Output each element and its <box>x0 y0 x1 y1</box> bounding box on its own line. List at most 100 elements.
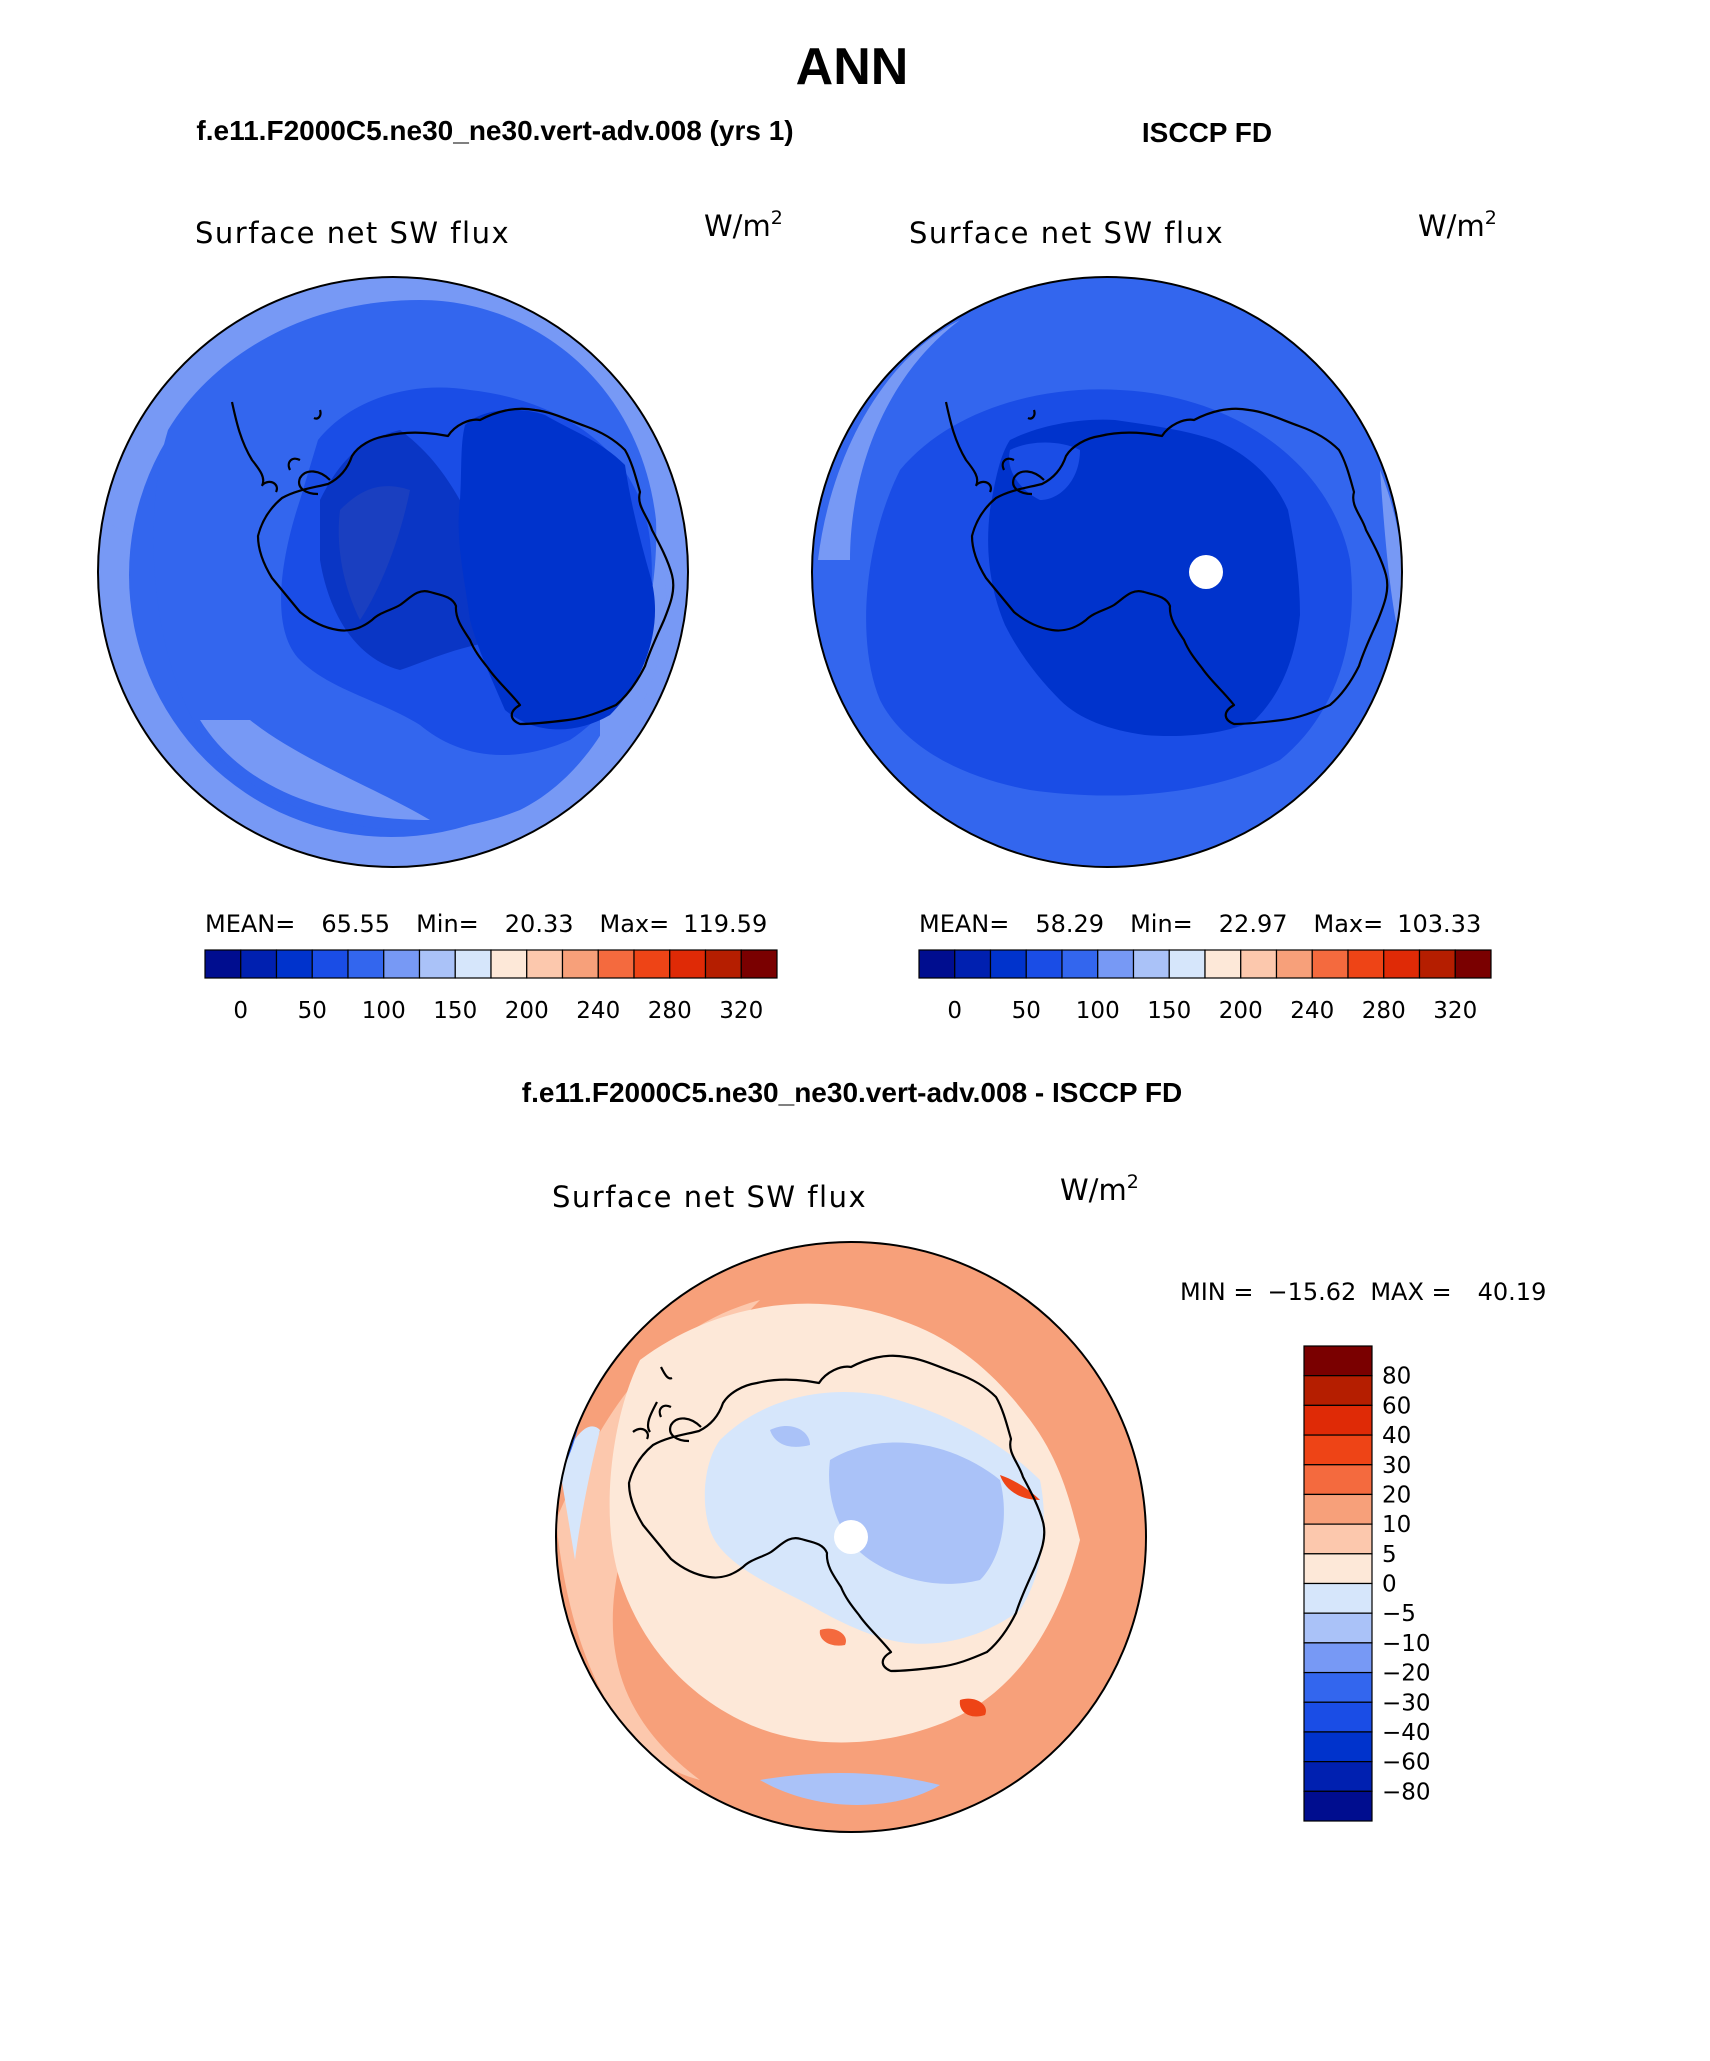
obs-colorbar-swatch <box>1240 949 1278 979</box>
difference-colorbar-swatch <box>1303 1642 1373 1674</box>
obs-colorbar-swatch <box>1383 949 1421 979</box>
obs-colorbar-tick-label: 50 <box>1012 998 1041 1024</box>
model-colorbar-swatch <box>740 949 778 979</box>
obs-units-label: W/m2 <box>1418 207 1497 243</box>
obs-colorbar-swatch <box>1418 949 1456 979</box>
model-variable-label: Surface net SW flux <box>195 216 510 250</box>
obs-colorbar-tick-label: 200 <box>1219 998 1263 1024</box>
difference-colorbar-tick-label: 10 <box>1382 1512 1411 1538</box>
obs-colorbar-swatch <box>1454 949 1492 979</box>
model-colorbar-tick-label: 320 <box>719 998 763 1024</box>
obs-colorbar-swatch <box>1311 949 1349 979</box>
model-colorbar-swatch <box>633 949 671 979</box>
figure-title: ANN <box>796 38 909 96</box>
diff-map-outline <box>555 1241 1147 1833</box>
model-colorbar-swatch <box>347 949 385 979</box>
model-map-field <box>98 277 688 867</box>
obs-colorbar-swatch <box>989 949 1027 979</box>
difference-colorbar-swatch <box>1303 1761 1373 1792</box>
obs-colorbar-tick-label: 0 <box>947 998 962 1024</box>
diff-variable-label: Surface net SW flux <box>552 1180 867 1214</box>
obs-pole-hole <box>1189 555 1223 589</box>
difference-colorbar-tick-label: −40 <box>1382 1720 1431 1746</box>
obs-colorbar: 0 50 100 150 200 240 280 320 <box>918 949 1492 1024</box>
difference-colorbar-swatch <box>1303 1671 1373 1703</box>
model-colorbar-tick-label: 0 <box>233 998 248 1024</box>
difference-colorbar-swatch <box>1303 1375 1373 1406</box>
difference-colorbar-tick-label: −30 <box>1382 1690 1431 1716</box>
model-colorbar-swatch <box>311 949 349 979</box>
model-colorbar-swatch <box>490 949 528 979</box>
model-map-panel: Surface net SW flux W/m2 MEAN= 65.55 Min= 2… <box>97 207 783 1024</box>
difference-colorbar-tick-label: −5 <box>1382 1601 1416 1627</box>
difference-colorbar-tick-label: 60 <box>1382 1393 1411 1419</box>
obs-colorbar-swatch <box>1347 949 1385 979</box>
model-colorbar-tick-label: 280 <box>648 998 692 1024</box>
obs-colorbar-tick-label: 240 <box>1290 998 1334 1024</box>
obs-colorbar-tick-label: 280 <box>1362 998 1406 1024</box>
obs-colorbar-swatch <box>1097 949 1135 979</box>
difference-colorbar-tick-label: −80 <box>1382 1779 1431 1805</box>
model-units-label: W/m2 <box>704 207 783 243</box>
obs-colorbar-swatch <box>918 949 956 979</box>
model-colorbar-swatch <box>204 949 242 979</box>
model-colorbar-swatch <box>561 949 599 979</box>
difference-colorbar-swatch <box>1303 1553 1373 1585</box>
difference-colorbar-tick-label: −60 <box>1382 1750 1431 1776</box>
difference-colorbar-swatch <box>1303 1701 1373 1733</box>
diff-units-label: W/m2 <box>1060 1171 1139 1207</box>
obs-colorbar-swatch <box>1168 949 1206 979</box>
diff-minmax-text: MIN = −15.62 MAX = 40.19 <box>1180 1278 1546 1306</box>
model-colorbar-swatch <box>704 949 742 979</box>
obs-colorbar-swatch <box>1061 949 1099 979</box>
obs-stats-text: MEAN= 58.29 Min= 22.97 Max= 103.33 <box>919 910 1481 938</box>
obs-map-field <box>812 277 1402 867</box>
obs-colorbar-swatch <box>1025 949 1063 979</box>
model-colorbar-swatch <box>240 949 278 979</box>
difference-colorbar-swatch <box>1303 1612 1373 1644</box>
obs-map-panel: Surface net SW flux W/m2 MEAN= 58.29 Min= 2… <box>811 207 1497 1024</box>
difference-colorbar-swatch <box>1303 1523 1373 1555</box>
difference-colorbar: 80 60 40 30 20 10 5 0 −5 −10 −20 −30 −40 −60 −80 <box>1303 1345 1431 1822</box>
difference-colorbar-swatch <box>1303 1464 1373 1496</box>
model-colorbar-swatch <box>597 949 635 979</box>
obs-colorbar-tick-label: 100 <box>1076 998 1120 1024</box>
difference-colorbar-tick-label: 40 <box>1382 1423 1411 1449</box>
difference-colorbar-tick-label: 5 <box>1382 1542 1397 1568</box>
difference-colorbar-tick-label: 0 <box>1382 1572 1397 1598</box>
difference-colorbar-tick-label: −10 <box>1382 1631 1431 1657</box>
difference-colorbar-swatch <box>1303 1434 1373 1466</box>
model-colorbar-tick-label: 50 <box>298 998 327 1024</box>
model-colorbar-tick-label: 100 <box>362 998 406 1024</box>
difference-colorbar-swatch <box>1303 1404 1373 1436</box>
model-colorbar-swatch <box>418 949 456 979</box>
model-colorbar-tick-label: 240 <box>576 998 620 1024</box>
model-colorbar: 0 50 100 150 200 240 280 320 <box>204 949 778 1024</box>
difference-colorbar-tick-label: 80 <box>1382 1364 1411 1390</box>
model-stats-text: MEAN= 65.55 Min= 20.33 Max= 119.59 <box>205 910 767 938</box>
model-colorbar-swatch <box>275 949 313 979</box>
obs-colorbar-tick-label: 150 <box>1147 998 1191 1024</box>
difference-colorbar-swatch <box>1303 1345 1373 1377</box>
model-colorbar-swatch <box>669 949 707 979</box>
difference-colorbar-swatch <box>1303 1582 1373 1614</box>
model-colorbar-swatch <box>526 949 564 979</box>
difference-colorbar-swatch <box>1303 1790 1373 1822</box>
model-case-caption: f.e11.F2000C5.ne30_ne30.vert-adv.008 (yr… <box>196 115 793 146</box>
model-colorbar-swatch <box>454 949 492 979</box>
difference-colorbar-tick-label: 30 <box>1382 1453 1411 1479</box>
obs-colorbar-swatch <box>1132 949 1170 979</box>
obs-colorbar-swatch <box>954 949 992 979</box>
difference-colorbar-tick-label: 20 <box>1382 1482 1411 1508</box>
model-map-outline <box>97 276 689 868</box>
model-colorbar-tick-label: 200 <box>505 998 549 1024</box>
obs-colorbar-swatch <box>1204 949 1242 979</box>
difference-colorbar-swatch <box>1303 1731 1373 1763</box>
difference-caption: f.e11.F2000C5.ne30_ne30.vert-adv.008 - I… <box>522 1077 1182 1108</box>
difference-map-panel: Surface net SW flux W/m2 MIN = −15.62 MAX … <box>552 1171 1546 1833</box>
difference-colorbar-tick-label: −20 <box>1382 1661 1431 1687</box>
diff-pole-hole <box>834 1520 868 1554</box>
obs-variable-label: Surface net SW flux <box>909 216 1224 250</box>
obs-colorbar-swatch <box>1275 949 1313 979</box>
